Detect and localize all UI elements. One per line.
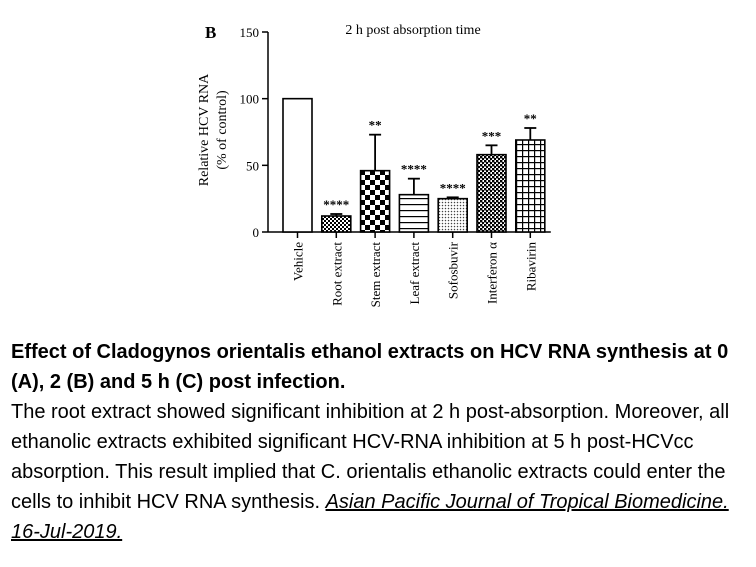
bar — [282, 97, 313, 233]
bar — [437, 197, 469, 233]
y-axis-label: Relative HCV RNA (% of control) — [197, 73, 230, 186]
significance-label: ** — [524, 111, 537, 126]
x-axis — [268, 231, 551, 238]
x-tick-label: Leaf extract — [407, 242, 422, 305]
y-tick-label: 0 — [253, 225, 260, 240]
significance-label: *** — [482, 128, 502, 143]
y-tick-label: 100 — [240, 92, 260, 107]
significance-label: **** — [323, 197, 349, 212]
x-tick-label: Vehicle — [291, 242, 306, 281]
x-tick-label: Sofosbuvir — [446, 241, 461, 299]
bar — [320, 215, 352, 233]
significance-label: **** — [401, 162, 427, 177]
x-tick-label: Root extract — [329, 242, 344, 306]
x-tick-label: Ribavirin — [523, 242, 538, 292]
caption-title: Effect of Cladogynos orientalis ethanol … — [11, 341, 729, 393]
figure-caption: Effect of Cladogynos orientalis ethanol … — [11, 337, 753, 547]
y-axis-label-line-1: Relative HCV RNA — [197, 73, 212, 186]
bar — [476, 153, 507, 233]
significance-label: **** — [440, 180, 466, 195]
x-tick-label: Interferon α — [485, 242, 500, 304]
bars: ******************* — [282, 97, 546, 233]
x-tick-labels: Vehicle Root extract Stem extract Leaf extr… — [291, 241, 539, 307]
caption-body: The root extract showed significant inhi… — [11, 401, 730, 513]
chart-title: 2 h post absorption time — [345, 23, 480, 38]
y-tick-label: 50 — [246, 158, 259, 173]
bar — [398, 193, 430, 233]
y-axis-label-line-2: (% of control) — [215, 90, 230, 170]
bar — [514, 139, 546, 233]
bar — [359, 169, 391, 233]
y-tick-label: 150 — [240, 25, 260, 40]
x-tick-label: Stem extract — [368, 242, 383, 308]
panel-label: B — [205, 23, 216, 42]
citation-link[interactable]: Asian Pacific Journal of Tropical Biomed… — [11, 491, 729, 543]
significance-label: ** — [369, 118, 382, 133]
y-axis: 0 50 100 150 — [240, 25, 269, 240]
bar-chart: B 2 h post absorption time Relative HCV … — [197, 23, 551, 307]
